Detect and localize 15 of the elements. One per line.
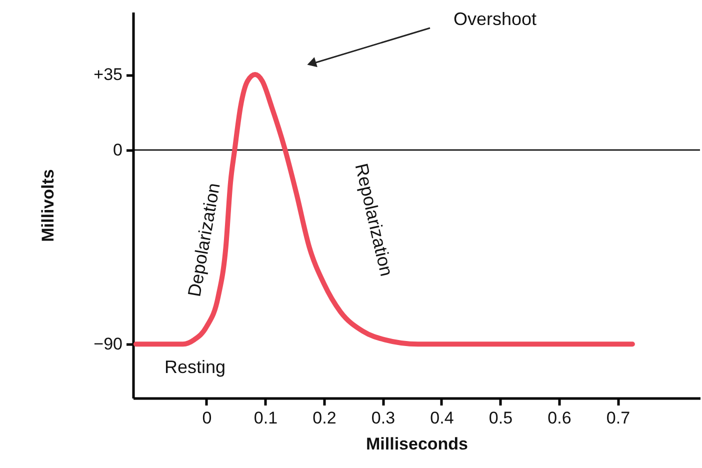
annotation: Overshoot: [453, 9, 537, 29]
annotation: Resting: [164, 357, 226, 377]
y-axis-title: Millivolts: [38, 169, 58, 242]
x-tick-label: 0.7: [606, 408, 630, 428]
x-axis-title: Milliseconds: [366, 434, 468, 454]
x-tick-label: 0.1: [254, 408, 278, 428]
x-tick-label: 0.6: [548, 408, 572, 428]
x-tick-label: 0: [202, 408, 212, 428]
x-tick-label: 0.5: [488, 408, 513, 428]
y-tick-label: +35: [94, 65, 122, 84]
x-tick-label: 0.3: [371, 408, 396, 428]
y-tick-label: −90: [94, 334, 122, 354]
x-tick-label: 0.4: [430, 408, 454, 428]
x-tick-label: 0.2: [312, 408, 336, 428]
y-tick-label: 0: [113, 140, 122, 160]
